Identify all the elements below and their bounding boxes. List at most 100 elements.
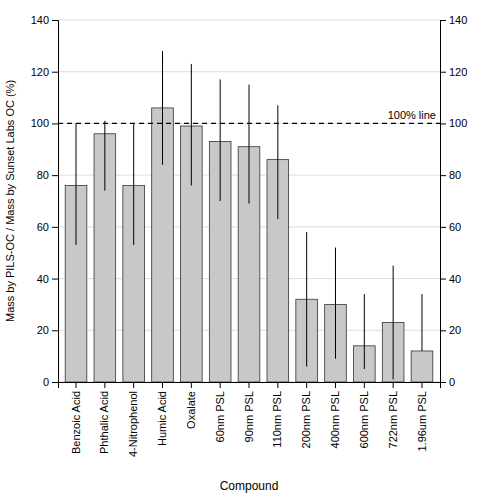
error-bar-upper: [306, 232, 307, 299]
tick-label: 60: [449, 221, 461, 233]
tick-label: 110nm PSL: [271, 391, 283, 448]
tick-mark: [52, 20, 58, 21]
x-axis: Benzoic AcidPhthalic Acid4-NitrophenolHu…: [59, 382, 441, 457]
bar: [94, 134, 116, 382]
grid-line: [58, 71, 440, 72]
x-axis-title: Compound: [220, 479, 279, 493]
tick: 100: [31, 117, 58, 129]
tick-mark: [440, 123, 446, 124]
error-bar-upper: [393, 266, 394, 323]
tick-mark: [52, 175, 58, 176]
tick: 400nm PSL: [329, 382, 341, 448]
tick-label: 4-Nitrophenol: [127, 391, 139, 457]
bar: [354, 346, 376, 382]
tick: 40: [37, 273, 58, 285]
tick-label: 600nm PSL: [358, 391, 370, 448]
tick-mark: [440, 382, 446, 383]
axis-line: [52, 21, 59, 383]
tick-mark: [133, 382, 134, 388]
tick-label: 400nm PSL: [329, 391, 341, 448]
tick: 722nm PSL: [387, 382, 399, 448]
bar: [325, 304, 347, 382]
marks: [58, 51, 440, 382]
bar: [152, 108, 174, 382]
error-bar-upper: [76, 123, 77, 185]
tick-mark: [52, 330, 58, 331]
tick-mark: [440, 72, 446, 73]
y2-axis: 0 20 40 60 80 100 120 140: [440, 14, 467, 388]
tick: 140: [440, 14, 467, 26]
error-bar-lower: [364, 346, 365, 369]
tick-label: 60: [37, 221, 49, 233]
axis-line: [59, 383, 441, 389]
plot-area: Benzoic AcidPhthalic Acid4-NitrophenolHu…: [4, 14, 467, 493]
tick-mark: [393, 382, 394, 388]
tick-mark: [162, 382, 163, 388]
tick-label: Oxalate: [185, 391, 197, 429]
tick: 60: [440, 221, 461, 233]
annotation: 100% line: [388, 109, 436, 121]
tick-mark: [421, 382, 422, 388]
grid-line: [58, 123, 440, 124]
tick: Humic Acid: [156, 382, 168, 446]
tick-mark: [52, 382, 58, 383]
error-bar-upper: [191, 64, 192, 126]
tick: 200nm PSL: [300, 382, 312, 448]
error-bar-upper: [277, 105, 278, 159]
tick: 600nm PSL: [358, 382, 370, 448]
tick-label: 120: [449, 66, 467, 78]
tick: 60: [37, 221, 58, 233]
tick-label: Humic Acid: [156, 391, 168, 446]
tick: 80: [37, 169, 58, 181]
tick-mark: [191, 382, 192, 388]
tick-label: 80: [37, 169, 49, 181]
tick-mark: [440, 20, 446, 21]
error-bar-upper: [104, 121, 105, 134]
error-bar-lower: [191, 126, 192, 185]
bar: [209, 142, 231, 382]
tick-mark: [220, 382, 221, 388]
tick-mark: [277, 382, 278, 388]
tick-label: 40: [37, 273, 49, 285]
tick-label: 100: [31, 117, 49, 129]
bar: [65, 185, 87, 382]
tick: Oxalate: [185, 382, 197, 429]
error-bar-upper: [162, 51, 163, 108]
error-bar-upper: [133, 123, 134, 185]
tick-label: 20: [37, 324, 49, 336]
tick-label: 140: [449, 14, 467, 26]
error-bar-lower: [133, 185, 134, 244]
tick-label: 1.96um PSL: [416, 391, 428, 452]
tick-mark: [440, 279, 446, 280]
reference-line: [58, 123, 440, 124]
tick-mark: [364, 382, 365, 388]
tick: 1.96um PSL: [416, 382, 428, 452]
tick-label: 200nm PSL: [300, 391, 312, 448]
tick-label: 80: [449, 169, 461, 181]
tick: 0: [43, 376, 58, 388]
tick-label: 90nm PSL: [243, 391, 255, 442]
tick-mark: [335, 382, 336, 388]
error-bar-lower: [76, 185, 77, 244]
tick: 40: [440, 273, 461, 285]
tick: 100: [440, 117, 467, 129]
tick: 110nm PSL: [271, 382, 283, 448]
tick: 90nm PSL: [243, 382, 255, 442]
bar: [296, 299, 318, 382]
tick-mark: [104, 382, 105, 388]
tick-mark: [249, 382, 250, 388]
error-bar-lower: [306, 299, 307, 366]
tick-label: 140: [31, 14, 49, 26]
tick-label: 0: [449, 376, 455, 388]
tick: 60nm PSL: [214, 382, 226, 442]
tick-mark: [306, 382, 307, 388]
tick-label: 20: [449, 324, 461, 336]
tick-mark: [440, 330, 446, 331]
tick-mark: [52, 279, 58, 280]
tick-mark: [52, 72, 58, 73]
tick: 140: [31, 14, 58, 26]
bar: [267, 160, 289, 382]
error-bar-upper: [364, 294, 365, 346]
tick: 20: [37, 324, 58, 336]
axis-line: [441, 21, 447, 383]
